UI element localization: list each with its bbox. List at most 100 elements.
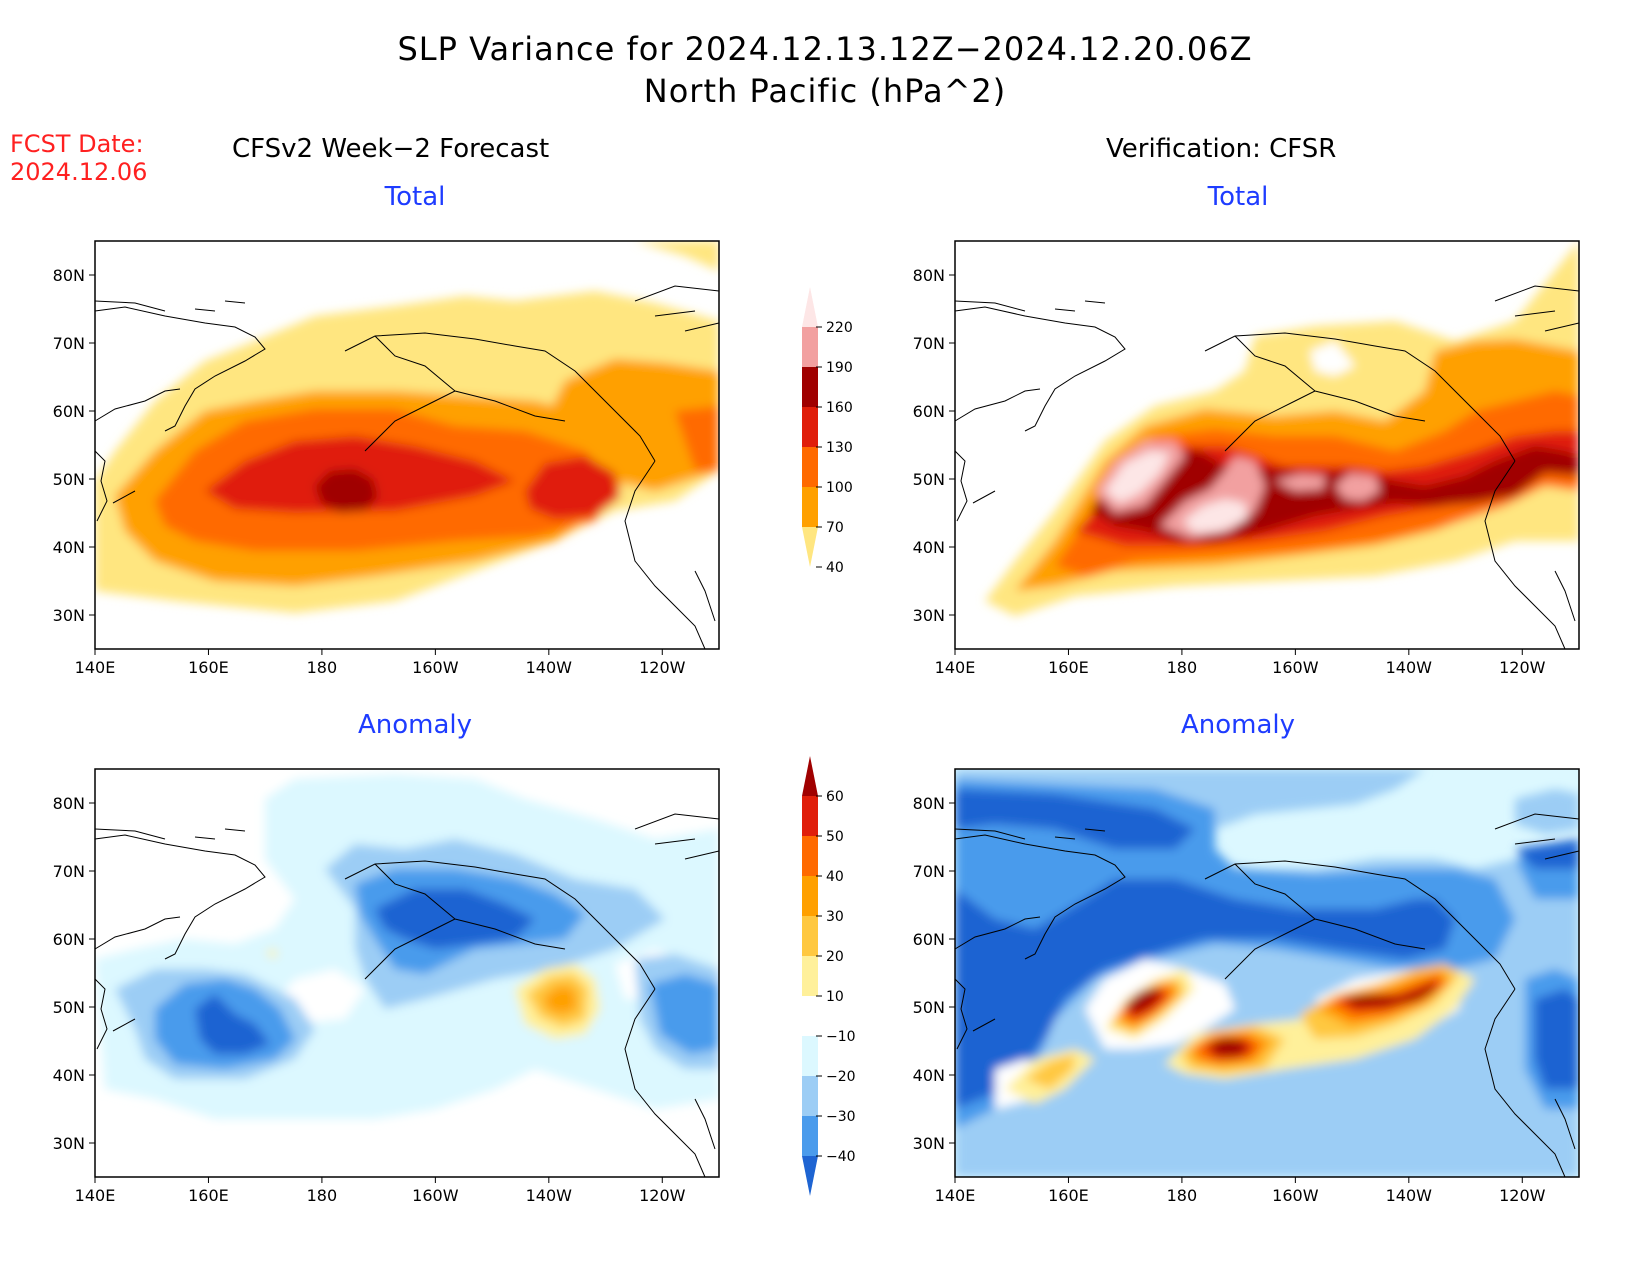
colorbar-segment (802, 327, 818, 367)
colorbar-label: −20 (826, 1069, 856, 1085)
coastline (1494, 285, 1580, 332)
fcst-anomaly-title: Anomaly (357, 710, 473, 740)
fcst-total-title: Total (384, 182, 446, 212)
colorbar-segment (802, 956, 818, 996)
lat-tick-label: 60N (53, 402, 85, 421)
lon-tick-label: 160E (188, 658, 229, 677)
lon-tick-label: 120W (639, 658, 686, 677)
coastline (1224, 863, 1426, 980)
coastline (954, 450, 996, 522)
coastline (1494, 813, 1580, 860)
colorbar-label: −10 (826, 1029, 856, 1045)
map-panel-verif-anomaly (954, 768, 1580, 1178)
coastline (344, 860, 656, 990)
coastline (94, 306, 266, 432)
colorbar-label: −30 (826, 1109, 856, 1125)
lat-tick-label: 50N (913, 998, 945, 1017)
colorbar-segment (802, 996, 818, 1036)
coastline-group (94, 285, 720, 650)
fcst-date-value: 2024.12.06 (10, 158, 148, 186)
coastline (694, 1098, 716, 1150)
colorbar-label: 160 (826, 400, 853, 416)
coastline (94, 978, 136, 1050)
lon-tick-label: 160E (1048, 1186, 1089, 1205)
lat-tick-label: 30N (53, 606, 85, 625)
colorbar-label: 40 (826, 869, 844, 885)
colorbar-label: 130 (826, 440, 853, 456)
lat-tick-label: 50N (53, 998, 85, 1017)
coastline (364, 335, 566, 452)
lat-tick-label: 70N (913, 334, 945, 353)
lon-tick-label: 140W (1386, 658, 1433, 677)
colorbar-label: 60 (826, 789, 844, 805)
title-line-2: North Pacific (hPa^2) (643, 72, 1007, 110)
lat-tick-label: 40N (53, 1066, 85, 1085)
coastline (94, 300, 246, 312)
axis-labels: 140E 160E 180 160W 140W 120W 80N 70N 60N 50N 40N 30… (53, 266, 1546, 1205)
lon-tick-label: 180 (307, 1186, 338, 1205)
colorbar-segment (802, 756, 818, 796)
colorbar-label: 40 (826, 560, 844, 576)
colorbar-segment (802, 796, 818, 836)
lon-tick-label: 180 (307, 658, 338, 677)
colorbar-label: 190 (826, 360, 853, 376)
coastline (954, 300, 1106, 312)
lat-tick-label: 70N (913, 862, 945, 881)
verif-total-title: Total (1207, 182, 1269, 212)
coastline (954, 828, 1106, 840)
coastline (1224, 335, 1426, 452)
colorbar-segment (802, 1156, 818, 1196)
lon-tick-label: 140E (75, 658, 116, 677)
map-panel-fcst-total (94, 240, 720, 650)
lon-tick-label: 160W (1272, 1186, 1319, 1205)
lat-tick-label: 60N (913, 930, 945, 949)
colorbar-segment (802, 447, 818, 487)
colorbar-label: 10 (826, 989, 844, 1005)
lon-tick-label: 160W (412, 658, 459, 677)
coastline (624, 988, 706, 1178)
lat-tick-label: 70N (53, 334, 85, 353)
lat-tick-label: 40N (53, 538, 85, 557)
lat-tick-label: 30N (53, 1134, 85, 1153)
coastline (1484, 460, 1566, 650)
lat-tick-label: 80N (913, 266, 945, 285)
colorbar-label: 220 (826, 320, 853, 336)
lat-tick-label: 60N (53, 930, 85, 949)
lon-tick-label: 140E (935, 1186, 976, 1205)
coastline (1484, 988, 1566, 1178)
coastline (94, 450, 136, 522)
lon-tick-label: 160W (412, 1186, 459, 1205)
coastline (954, 306, 1126, 432)
colorbar-label: 30 (826, 909, 844, 925)
title-line-1: SLP Variance for 2024.12.13.12Z−2024.12.… (397, 30, 1253, 68)
lat-tick-label: 80N (913, 794, 945, 813)
lon-tick-label: 140E (75, 1186, 116, 1205)
lat-tick-label: 80N (53, 266, 85, 285)
coastline (954, 834, 1126, 960)
coastline-group (94, 813, 720, 1178)
coastline (344, 332, 656, 462)
coastline (364, 863, 566, 980)
lon-tick-label: 180 (1167, 658, 1198, 677)
fcst-date-label: FCST Date: (10, 130, 144, 158)
lat-tick-label: 80N (53, 794, 85, 813)
coastlines (94, 285, 1580, 1178)
lat-tick-label: 40N (913, 1066, 945, 1085)
coastline (1204, 332, 1516, 462)
colorbar-segment (802, 1076, 818, 1116)
lon-tick-label: 140W (526, 1186, 573, 1205)
coastline (94, 828, 246, 840)
colorbar-segment (802, 487, 818, 527)
lon-tick-label: 140W (1386, 1186, 1433, 1205)
lon-tick-label: 160W (1272, 658, 1319, 677)
coastline (1204, 860, 1516, 990)
colorbar-segment (802, 916, 818, 956)
colorbar-label: 70 (826, 520, 844, 536)
lon-tick-label: 120W (639, 1186, 686, 1205)
colorbar-segment (802, 407, 818, 447)
colorbar-segment (802, 287, 818, 327)
colorbar-segment (802, 836, 818, 876)
lat-tick-label: 30N (913, 1134, 945, 1153)
lat-tick-label: 50N (913, 470, 945, 489)
